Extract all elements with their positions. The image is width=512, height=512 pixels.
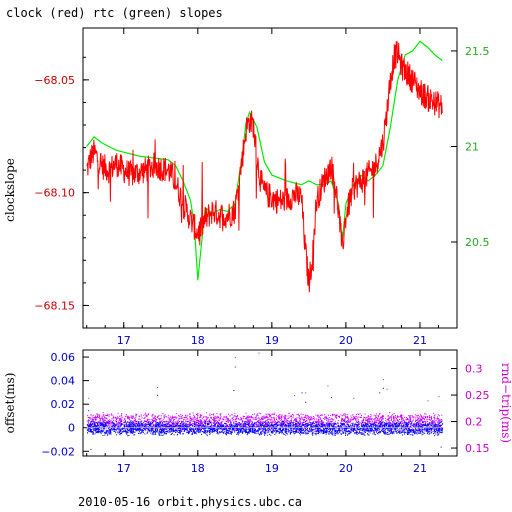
bottom-plot-frame: [82, 349, 458, 457]
bottom-ylabel: offset(ms): [3, 373, 17, 434]
bottom-x-tick-label: 21: [413, 462, 427, 475]
bottom-y-tick-label: −0.02: [41, 445, 75, 458]
footer-caption: 2010-05-16 orbit.physics.ubc.ca: [78, 495, 302, 509]
bottom-x-tick-label: 20: [339, 462, 353, 475]
bottom-y2-tick-label: 0.25: [465, 389, 490, 402]
chart-title: clock (red) rtc (green) slopes: [6, 6, 223, 20]
top-series: [86, 40, 443, 293]
top-x-tick-label: 19: [265, 334, 279, 347]
bottom-plot: 17 18 19 20 21 0.06 0.04 0.02 0 −0.02 0.3 0.25 0.2 0.…: [3, 349, 512, 475]
top-y-tick-label: −68.10: [34, 187, 75, 200]
bottom-x-tick-label: 19: [265, 462, 279, 475]
top-ticks: [83, 28, 457, 329]
clock-series-line: [86, 41, 443, 293]
top-x-tick-label: 21: [413, 334, 427, 347]
top-x-tick-label: 18: [191, 334, 205, 347]
bottom-y-tick-label: 0.06: [51, 351, 76, 364]
rnd-trip-points: [86, 352, 443, 432]
top-x-tick-label: 20: [339, 334, 353, 347]
top-plot-frame: [82, 27, 458, 329]
offset-points: [86, 366, 444, 450]
top-y-tick-label: −68.15: [34, 299, 75, 312]
top-tick-labels: 17 18 19 20 21 −68.05 −68.10 −68.15 21.5 21 20.5: [34, 45, 489, 347]
top-plot: 17 18 19 20 21 −68.05 −68.10 −68.15 21.5 21 20.5 c…: [3, 27, 490, 347]
top-y2-tick-label: 21.5: [465, 45, 490, 58]
bottom-scatter-points: [86, 352, 444, 450]
bottom-y2-tick-label: 0.15: [465, 442, 490, 455]
bottom-tick-labels: 17 18 19 20 21 0.06 0.04 0.02 0 −0.02 0.3 0.25 0.2 0.…: [41, 351, 489, 475]
bottom-x-tick-label: 17: [117, 462, 131, 475]
top-y2-tick-label: 21: [465, 140, 479, 153]
bottom-ticks: [83, 350, 457, 456]
bottom-y-tick-label: 0.04: [51, 375, 76, 388]
bottom-x-tick-label: 18: [191, 462, 205, 475]
top-y-tick-label: −68.05: [34, 74, 75, 87]
bottom-series: [86, 352, 444, 450]
top-x-tick-label: 17: [117, 334, 131, 347]
bottom-y-tick-label: 0: [68, 422, 75, 435]
bottom-y-tick-label: 0.02: [51, 398, 76, 411]
bottom-y2-tick-label: 0.3: [465, 363, 483, 376]
bottom-y2label: rnd−trip(ms): [499, 363, 512, 443]
top-ylabel: clockslope: [3, 158, 17, 222]
rtc-series-line: [86, 40, 443, 281]
top-y2-tick-label: 20.5: [465, 236, 490, 249]
bottom-y2-tick-label: 0.2: [465, 416, 483, 429]
